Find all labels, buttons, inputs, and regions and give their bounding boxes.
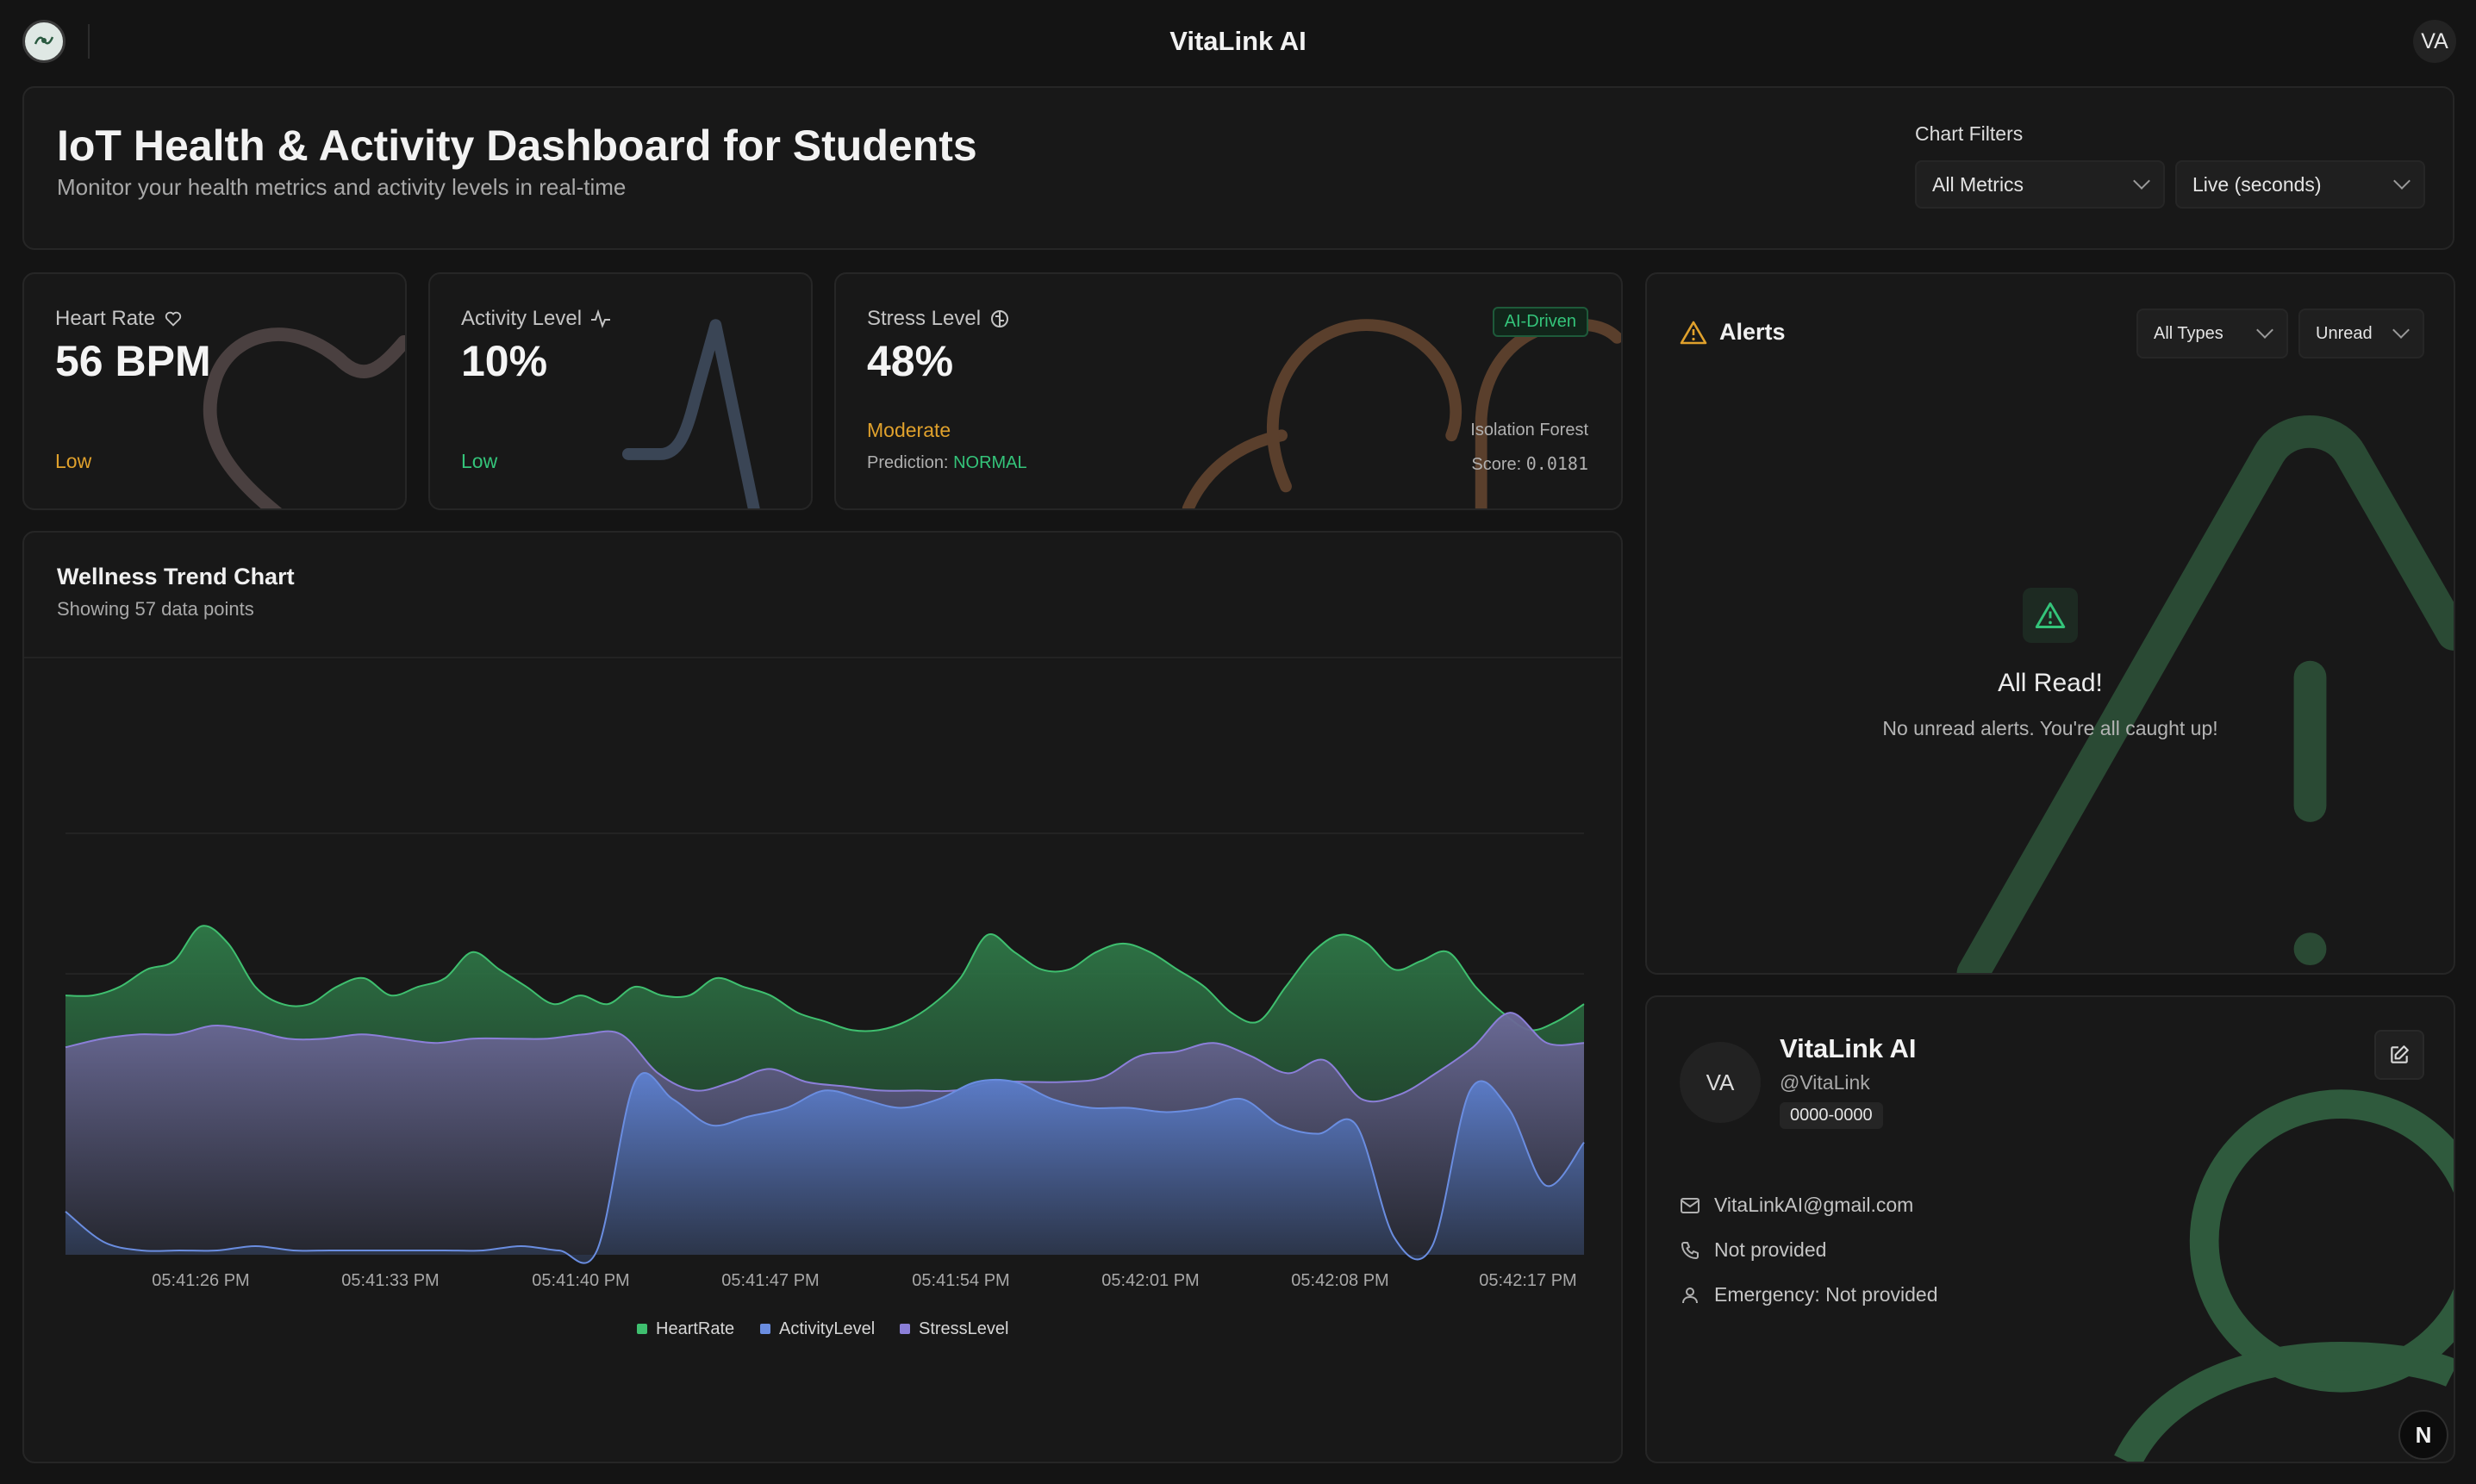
- legend-label[interactable]: HeartRate: [656, 1319, 734, 1338]
- empty-state-title: All Read!: [1998, 669, 2103, 697]
- warning-background-icon: [1956, 415, 2454, 973]
- anomaly-score-value: 0.0181: [1525, 453, 1588, 474]
- warning-icon: [1680, 321, 1707, 344]
- activity-level-status: Low: [461, 450, 498, 472]
- user-background-icon: [2114, 1089, 2454, 1462]
- series-line-stresslevel: [65, 1012, 1585, 1103]
- x-tick-label: 05:41:26 PM: [152, 1271, 249, 1290]
- profile-email: VitaLinkAI@gmail.com: [1680, 1194, 1913, 1217]
- chevron-down-icon: [2392, 321, 2410, 339]
- alert-type-value: All Types: [2154, 323, 2223, 343]
- edit-profile-button[interactable]: [2374, 1030, 2424, 1080]
- metric-filter-value: All Metrics: [1932, 172, 2024, 196]
- x-tick-label: 05:41:54 PM: [912, 1271, 1009, 1290]
- stress-level-card: Stress Level AI-Driven 48% Moderate Pred…: [834, 272, 1623, 510]
- profile-emergency-contact: Emergency: Not provided: [1680, 1283, 1938, 1306]
- divider: [24, 657, 1621, 658]
- legend-label[interactable]: StressLevel: [919, 1319, 1009, 1338]
- stress-level-value: 48%: [867, 337, 954, 385]
- app-logo[interactable]: [22, 20, 65, 63]
- heart-rate-status: Low: [55, 450, 92, 472]
- series-line-activitylevel: [65, 1072, 1585, 1264]
- heart-background-icon: [203, 327, 405, 508]
- phone-icon: [1681, 1241, 1699, 1259]
- logo-icon: [34, 36, 54, 45]
- pulse-icon: [591, 309, 611, 328]
- profile-avatar: VA: [1680, 1042, 1761, 1123]
- heart-icon: [165, 311, 182, 327]
- wellness-trend-chart[interactable]: 05:41:26 PM 05:41:33 PM 05:41:40 PM 05:41:4…: [24, 658, 1623, 1463]
- heart-rate-card: Heart Rate 56 BPM Low: [22, 272, 407, 510]
- page-title: IoT Health & Activity Dashboard for Stud…: [57, 122, 977, 170]
- chart-title: Wellness Trend Chart: [57, 564, 295, 589]
- x-tick-label: 05:42:17 PM: [1479, 1271, 1576, 1290]
- alert-type-filter[interactable]: All Types: [2136, 309, 2288, 359]
- x-tick-label: 05:42:08 PM: [1291, 1271, 1388, 1290]
- dashboard-header: IoT Health & Activity Dashboard for Stud…: [22, 86, 2454, 250]
- time-range-select[interactable]: Live (seconds): [2175, 160, 2425, 209]
- heart-rate-label: Heart Rate: [55, 307, 183, 331]
- floating-action-button[interactable]: N: [2398, 1410, 2448, 1460]
- legend-swatch: [900, 1324, 910, 1334]
- alerts-title: Alerts: [1680, 319, 1786, 346]
- page-subtitle: Monitor your health metrics and activity…: [57, 174, 627, 200]
- activity-level-label: Activity Level: [461, 307, 611, 331]
- prediction-value: NORMAL: [953, 453, 1027, 472]
- ai-driven-badge: AI-Driven: [1492, 307, 1588, 337]
- series-line-heartrate: [65, 925, 1585, 1032]
- activity-background-icon: [621, 319, 760, 508]
- legend-swatch: [637, 1324, 647, 1334]
- brain-icon: [991, 310, 1009, 327]
- edit-icon: [2391, 1045, 2409, 1063]
- model-name: Isolation Forest: [1470, 421, 1588, 440]
- legend-label[interactable]: ActivityLevel: [779, 1319, 875, 1338]
- profile-id-badge: 0000-0000: [1780, 1102, 1883, 1129]
- person-icon: [1682, 1287, 1698, 1303]
- stress-level-label: Stress Level: [867, 307, 1010, 331]
- x-tick-label: 05:42:01 PM: [1101, 1271, 1199, 1290]
- time-range-value: Live (seconds): [2192, 172, 2322, 196]
- alert-read-filter[interactable]: Unread: [2298, 309, 2424, 359]
- activity-level-card: Activity Level 10% Low: [428, 272, 813, 510]
- anomaly-score: Score: 0.0181: [1471, 453, 1588, 474]
- user-avatar[interactable]: VA: [2413, 20, 2456, 63]
- chevron-down-icon: [2133, 172, 2150, 190]
- heart-rate-value: 56 BPM: [55, 337, 211, 385]
- chevron-down-icon: [2256, 321, 2273, 339]
- chart-filters-label: Chart Filters: [1915, 122, 2024, 145]
- activity-level-value: 10%: [461, 337, 548, 385]
- legend-swatch: [760, 1324, 770, 1334]
- profile-name: VitaLink AI: [1780, 1033, 1917, 1063]
- mail-icon: [1681, 1197, 1700, 1213]
- chart-subtitle: Showing 57 data points: [57, 598, 254, 620]
- x-tick-label: 05:41:47 PM: [721, 1271, 819, 1290]
- empty-state-icon: [2023, 588, 2078, 643]
- profile-card: VA VitaLink AI @VitaLink 0000-0000 VitaL…: [1645, 995, 2455, 1463]
- profile-phone: Not provided: [1680, 1238, 1826, 1262]
- stress-level-status: Moderate: [867, 419, 951, 441]
- alerts-card: Alerts All Types Unread All Read! No unr…: [1645, 272, 2455, 975]
- top-bar: VitaLink AI VA: [0, 0, 2476, 84]
- warning-icon: [2035, 602, 2066, 628]
- prediction-text: Prediction: NORMAL: [867, 453, 1027, 472]
- divider: [88, 24, 90, 59]
- x-tick-label: 05:41:33 PM: [341, 1271, 439, 1290]
- alert-read-value: Unread: [2316, 323, 2373, 343]
- x-tick-label: 05:41:40 PM: [532, 1271, 629, 1290]
- metric-filter-select[interactable]: All Metrics: [1915, 160, 2165, 209]
- wellness-trend-chart-card: Wellness Trend Chart Showing 57 data poi…: [22, 531, 1623, 1463]
- chevron-down-icon: [2393, 172, 2411, 190]
- profile-handle: @VitaLink: [1780, 1071, 1870, 1094]
- empty-state-message: No unread alerts. You're all caught up!: [1882, 717, 2218, 739]
- app-title: VitaLink AI: [1169, 26, 1307, 56]
- series-area-activitylevel: [65, 1072, 1584, 1263]
